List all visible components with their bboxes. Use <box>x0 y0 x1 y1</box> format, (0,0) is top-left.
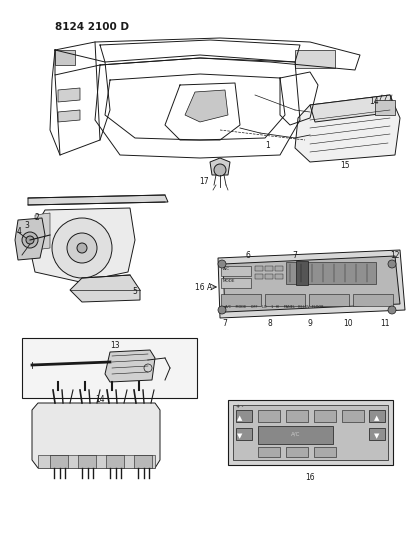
Text: ▲: ▲ <box>237 415 242 421</box>
Circle shape <box>218 306 226 314</box>
Polygon shape <box>32 403 160 468</box>
Circle shape <box>67 233 97 263</box>
Text: 10: 10 <box>343 319 353 327</box>
Text: MODE: MODE <box>223 279 236 283</box>
Text: 5: 5 <box>133 287 137 296</box>
Polygon shape <box>295 95 400 162</box>
Bar <box>353 294 393 306</box>
Polygon shape <box>35 213 50 250</box>
Circle shape <box>26 236 34 244</box>
Polygon shape <box>134 455 152 468</box>
Polygon shape <box>50 455 68 468</box>
Text: 16 A: 16 A <box>195 282 212 292</box>
Bar <box>314 447 336 457</box>
Bar <box>314 410 336 422</box>
Circle shape <box>22 232 38 248</box>
Text: 16: 16 <box>305 472 315 481</box>
Polygon shape <box>218 250 405 318</box>
Polygon shape <box>185 90 228 122</box>
Circle shape <box>388 260 396 268</box>
Bar <box>275 274 283 279</box>
Bar <box>55 50 75 65</box>
Circle shape <box>52 218 112 278</box>
Circle shape <box>388 306 396 314</box>
Bar <box>375 100 395 115</box>
Text: 11: 11 <box>380 319 390 327</box>
Circle shape <box>77 243 87 253</box>
Text: 6: 6 <box>245 251 250 260</box>
Text: ▼: ▼ <box>237 433 242 439</box>
Polygon shape <box>58 88 80 102</box>
Polygon shape <box>28 195 168 205</box>
Bar <box>228 400 393 465</box>
Bar <box>309 294 349 306</box>
Text: 7: 7 <box>223 319 227 327</box>
Text: 14: 14 <box>369 98 379 107</box>
Text: 8124 2100 D: 8124 2100 D <box>55 22 129 32</box>
Bar <box>369 428 385 440</box>
Polygon shape <box>70 275 140 302</box>
Circle shape <box>214 164 226 176</box>
Bar <box>258 447 280 457</box>
Text: 4: 4 <box>16 228 21 237</box>
Bar <box>265 274 273 279</box>
Text: A/C    MODE    OFF    LO    1  HI    PANEL   BI-LEV  FLOOR: A/C MODE OFF LO 1 HI PANEL BI-LEV FLOOR <box>225 305 323 309</box>
Polygon shape <box>105 350 155 382</box>
Bar <box>286 410 308 422</box>
Text: ▼: ▼ <box>374 433 380 439</box>
Bar <box>236 410 252 422</box>
Bar <box>236 428 252 440</box>
Text: 3: 3 <box>25 221 30 230</box>
Text: 2: 2 <box>35 214 39 222</box>
Polygon shape <box>223 256 400 312</box>
Bar <box>369 410 385 422</box>
Bar <box>221 294 261 306</box>
Bar <box>342 410 364 422</box>
Bar <box>286 447 308 457</box>
Text: 9: 9 <box>307 319 312 327</box>
Polygon shape <box>310 95 395 122</box>
Bar <box>286 262 376 284</box>
Bar <box>275 266 283 271</box>
Bar <box>258 410 280 422</box>
Polygon shape <box>210 158 230 175</box>
Polygon shape <box>38 455 155 468</box>
Text: 17: 17 <box>199 177 209 187</box>
Bar <box>265 294 305 306</box>
Text: 12: 12 <box>390 251 400 260</box>
Text: 7: 7 <box>293 251 298 260</box>
Bar <box>296 261 308 285</box>
Polygon shape <box>58 110 80 122</box>
Bar <box>22 338 197 398</box>
Bar <box>258 426 333 444</box>
Polygon shape <box>28 208 135 282</box>
Text: 15: 15 <box>340 160 350 169</box>
Bar <box>221 278 251 288</box>
Bar <box>265 266 273 271</box>
Text: A/C: A/C <box>291 431 301 436</box>
Text: 14: 14 <box>95 395 105 405</box>
Polygon shape <box>106 455 124 468</box>
Circle shape <box>218 260 226 268</box>
Text: 8: 8 <box>268 319 272 327</box>
Bar <box>295 50 335 68</box>
Text: 1: 1 <box>266 141 270 149</box>
Bar <box>255 266 263 271</box>
Polygon shape <box>78 455 96 468</box>
Bar <box>233 405 388 460</box>
Text: + -: + - <box>236 404 243 409</box>
Bar <box>221 266 251 276</box>
Bar <box>255 274 263 279</box>
Polygon shape <box>15 218 45 260</box>
Text: A/C: A/C <box>223 267 230 271</box>
Text: ▲: ▲ <box>374 415 380 421</box>
Text: 13: 13 <box>110 341 120 350</box>
